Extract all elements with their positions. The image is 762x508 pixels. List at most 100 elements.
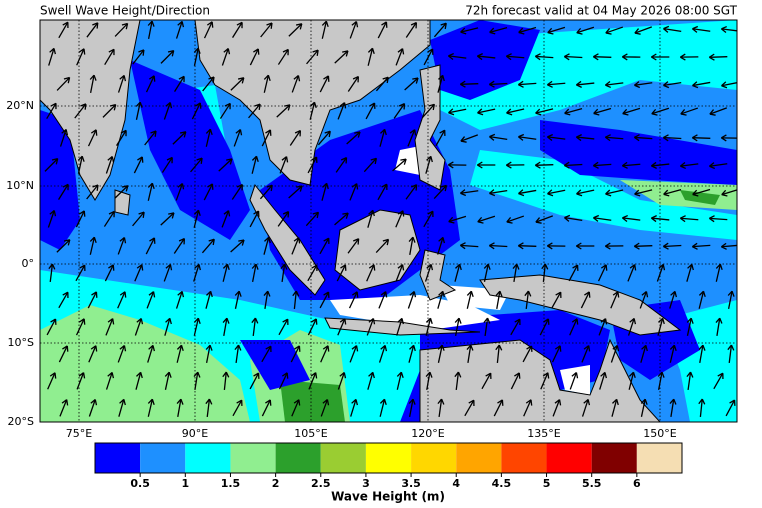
swell-arrow	[564, 108, 583, 116]
swell-arrow	[175, 20, 185, 39]
arrow-head	[382, 238, 390, 246]
arrow-head	[107, 318, 115, 325]
arrow-head	[62, 345, 69, 352]
swell-arrow	[103, 210, 115, 227]
swell-arrow	[290, 345, 301, 363]
colorbar-swatch	[501, 443, 547, 473]
arrow-head	[698, 398, 706, 405]
arrow-head	[505, 53, 512, 61]
arrow-shaft	[460, 190, 479, 194]
arrow-shaft	[709, 56, 728, 58]
arrow-shaft	[47, 372, 56, 390]
colorbar-tick-label: 6	[633, 477, 641, 490]
arrow-head	[628, 371, 636, 379]
arrow-shaft	[58, 291, 69, 309]
arrow-shaft	[477, 215, 496, 223]
swell-arrow	[172, 131, 187, 145]
swell-arrow	[218, 158, 233, 172]
arrow-shaft	[134, 264, 143, 282]
swell-arrow	[518, 26, 537, 35]
arrow-shaft	[437, 237, 444, 255]
swell-arrow	[407, 129, 417, 147]
arrow-head	[663, 81, 670, 89]
arrow-shaft	[249, 48, 259, 66]
arrow-shaft	[395, 264, 404, 282]
arrow-shaft	[489, 135, 508, 141]
arrow-shaft	[663, 244, 682, 248]
arrow-shaft	[163, 102, 171, 120]
arrow-head	[311, 264, 318, 272]
arrow-shaft	[193, 210, 200, 228]
arrow-shaft	[489, 244, 508, 248]
arrow-head	[604, 242, 611, 250]
arrow-head	[80, 103, 87, 110]
swell-arrow	[627, 317, 637, 336]
arrow-shaft	[337, 318, 346, 336]
swell-arrow	[363, 157, 377, 173]
arrow-shaft	[727, 291, 733, 309]
swell-arrow	[459, 242, 479, 250]
arrow-head	[178, 237, 186, 245]
swell-arrow	[132, 211, 145, 227]
arrow-shaft	[147, 399, 153, 417]
swell-arrow	[483, 317, 491, 337]
swell-arrow	[105, 318, 115, 336]
arrow-head	[311, 156, 318, 163]
swell-arrow	[459, 80, 479, 88]
swell-arrow	[476, 161, 496, 169]
arrow-shaft	[455, 371, 460, 391]
arrow-shaft	[518, 136, 537, 140]
arrow-shaft	[409, 237, 414, 255]
swell-arrow	[88, 345, 98, 363]
swell-arrow	[378, 344, 388, 363]
arrow-shaft	[725, 399, 736, 417]
arrow-shaft	[263, 237, 270, 255]
arrow-head	[727, 290, 735, 297]
arrow-shaft	[44, 158, 59, 172]
arrow-shaft	[569, 318, 578, 336]
swell-arrow	[698, 290, 706, 309]
swell-arrow	[88, 398, 98, 417]
arrow-head	[339, 318, 347, 325]
arrow-shaft	[203, 183, 213, 201]
arrow-head	[717, 372, 724, 380]
swell-arrow	[662, 134, 682, 142]
arrow-head	[108, 48, 115, 56]
arrow-head	[196, 157, 203, 164]
arrow-head	[658, 317, 665, 325]
colorbar-swatch	[185, 443, 231, 473]
arrow-shaft	[347, 238, 360, 254]
swell-arrow	[87, 129, 98, 147]
arrow-head	[612, 398, 619, 406]
swell-arrow	[605, 80, 624, 89]
swell-arrow	[334, 212, 349, 226]
valid-time: 72h forecast valid at 04 May 2026 08:00 …	[465, 4, 737, 18]
arrow-head	[78, 318, 86, 325]
arrow-shaft	[278, 318, 289, 336]
arrow-head	[253, 210, 260, 217]
swell-arrow	[202, 76, 215, 92]
arrow-head	[179, 131, 187, 138]
arrow-shaft	[605, 26, 624, 34]
arrow-shaft	[525, 290, 530, 310]
arrow-head	[79, 210, 86, 217]
arrow-head	[351, 398, 359, 406]
arrow-shaft	[49, 263, 54, 283]
swell-arrow	[305, 211, 319, 227]
arrow-shaft	[117, 75, 125, 93]
arrow-shaft	[576, 136, 595, 140]
arrow-shaft	[349, 345, 358, 363]
arrow-head	[49, 47, 57, 55]
colorbar-tick-label: 5	[543, 477, 551, 490]
swell-arrow	[650, 215, 670, 223]
swell-arrow	[349, 21, 359, 39]
swell-arrow	[367, 371, 375, 390]
arrow-head	[264, 236, 271, 244]
swell-arrow	[721, 25, 737, 34]
swell-arrow	[379, 398, 387, 417]
swell-arrow	[173, 237, 186, 254]
arrow-head	[149, 237, 156, 244]
arrow-head	[640, 398, 648, 405]
swell-arrow	[347, 238, 360, 254]
swell-arrow	[423, 210, 434, 228]
